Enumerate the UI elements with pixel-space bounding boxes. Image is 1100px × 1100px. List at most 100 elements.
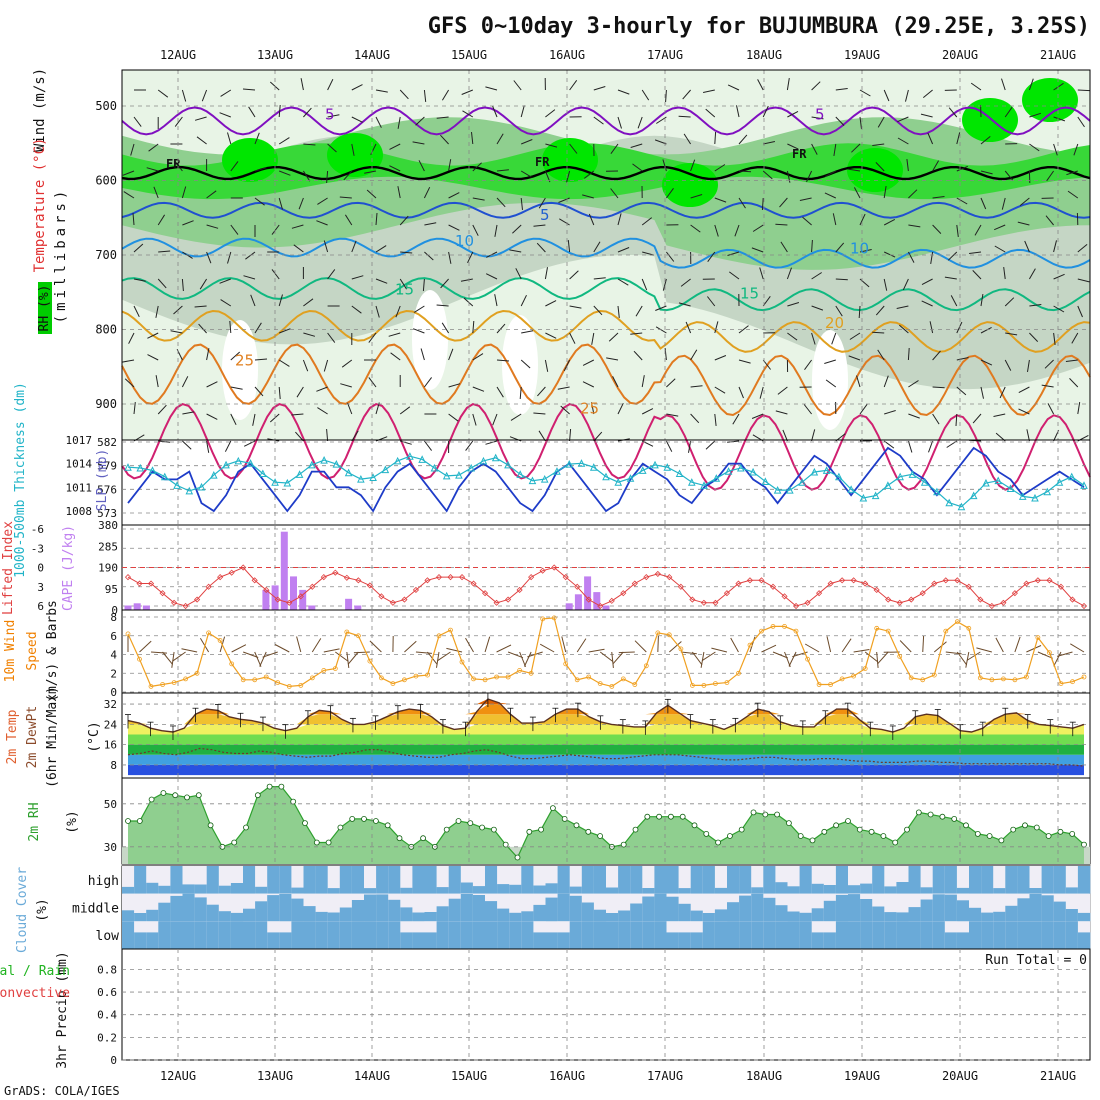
bottom-date-label-2: 14AUG	[354, 1069, 390, 1083]
thickness-marker	[687, 478, 696, 486]
barb	[875, 162, 885, 172]
cloud-fill	[642, 896, 655, 922]
rh-marker	[184, 794, 190, 801]
cloud-fill	[472, 921, 486, 949]
cloud-fill	[848, 921, 861, 949]
cloud-fill	[545, 897, 558, 922]
cloud-fill	[630, 921, 643, 949]
rh-marker	[1069, 831, 1076, 837]
cloud-fill	[630, 866, 643, 894]
thickness-marker	[259, 469, 267, 478]
rh-marker	[809, 837, 816, 844]
lifted-tick-2: 0	[37, 562, 44, 575]
rh-marker	[774, 811, 780, 818]
thickness-marker	[724, 467, 733, 475]
rh-marker	[786, 820, 792, 826]
cloud-fill	[848, 894, 861, 922]
lifted-side-label: Lifted Index	[1, 521, 16, 615]
rh-marker	[703, 831, 710, 837]
wind-speed-marker	[931, 672, 937, 678]
cape-bar	[262, 589, 270, 610]
thickness-marker	[810, 467, 819, 476]
cloud-empty	[642, 866, 655, 894]
barb	[680, 278, 691, 287]
thickness-marker	[1080, 481, 1088, 489]
cloud-fill	[1077, 932, 1091, 949]
cloud-fill	[835, 866, 849, 894]
rh-marker	[892, 839, 899, 846]
barb	[1069, 378, 1079, 388]
cloud-fill	[170, 895, 183, 922]
barb	[327, 332, 336, 343]
cloud-fill	[606, 887, 619, 894]
barb	[132, 212, 135, 226]
barb	[375, 212, 378, 226]
cloud-fill	[460, 882, 474, 894]
cloud-fill	[581, 902, 595, 922]
wind-speed-marker	[217, 638, 223, 643]
barb	[787, 302, 800, 307]
wind-barb	[945, 651, 962, 655]
wind-side-label-1: 10m Wind	[3, 620, 18, 683]
lifted-marker	[839, 577, 846, 584]
cloud-fill	[1077, 866, 1091, 894]
cloud-fill	[932, 866, 946, 894]
barb	[327, 143, 337, 153]
barb	[128, 332, 135, 344]
rh-marker	[821, 828, 828, 835]
barb	[254, 386, 264, 397]
barb	[219, 112, 231, 118]
rh-marker	[573, 822, 580, 829]
wind-speed-marker	[1058, 681, 1064, 686]
wind-speed-marker	[782, 624, 787, 629]
barb	[441, 322, 450, 334]
barb	[569, 332, 576, 344]
barb	[230, 413, 237, 426]
rh-marker	[727, 833, 733, 839]
wind-barb	[484, 636, 491, 653]
wind-speed-marker	[171, 680, 177, 685]
cloud-fill	[533, 932, 546, 949]
rh-side-label-2: (%)	[65, 810, 80, 833]
cloud-fill	[146, 909, 159, 922]
cloud-fill	[751, 893, 764, 922]
temp-band-2	[128, 744, 1084, 755]
temp-side-label: Temperature (°C)	[32, 138, 48, 273]
lifted-marker	[389, 599, 396, 606]
barb	[148, 143, 159, 152]
dry-pocket-0	[222, 320, 258, 420]
barb	[227, 132, 232, 145]
barb	[811, 272, 822, 280]
barb	[399, 278, 408, 290]
wind-barb	[1070, 643, 1085, 653]
rh-marker	[620, 841, 627, 848]
barb	[851, 143, 861, 153]
cloud-fill	[557, 866, 570, 894]
bottom-date-label-3: 15AUG	[451, 1069, 487, 1083]
rh-marker	[526, 828, 533, 835]
barb	[344, 214, 353, 226]
cape-bar	[299, 589, 307, 610]
barb	[583, 170, 595, 179]
wind-speed-marker	[240, 677, 246, 683]
barb	[471, 132, 474, 145]
wind-barb	[691, 651, 703, 666]
panel-cape-lifted: -6 -3 0 3 6 0 95 190 285 380 Lifted Index CAPE (J/k…	[1, 519, 1091, 617]
cloud-fill	[751, 887, 764, 894]
rh-marker	[1010, 826, 1017, 833]
isotherm-6	[121, 343, 1091, 417]
wind-speed-marker	[678, 646, 684, 652]
barb	[908, 189, 918, 199]
cloud-fill	[303, 906, 316, 922]
wind-speed-marker	[1070, 679, 1075, 685]
barb	[538, 197, 546, 209]
barb	[666, 251, 675, 262]
cloud-fill	[848, 885, 861, 894]
barb	[591, 402, 595, 415]
cloud-fill	[497, 884, 510, 894]
wind-speed-marker	[183, 676, 189, 682]
barb	[130, 143, 135, 156]
barb	[1027, 359, 1030, 372]
temp-band-7	[128, 699, 1084, 705]
barb	[199, 278, 208, 290]
